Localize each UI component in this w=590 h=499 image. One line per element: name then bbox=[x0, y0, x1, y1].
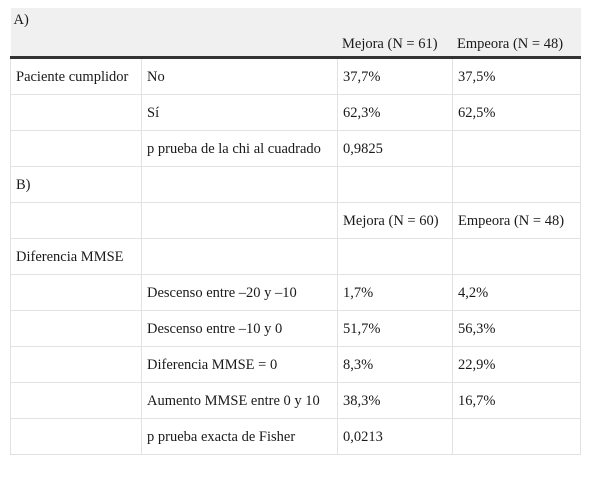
cell-mejora: 8,3% bbox=[337, 346, 453, 383]
row-group-label: Diferencia MMSE bbox=[10, 238, 142, 275]
row-group-label bbox=[10, 94, 142, 131]
cell-empeora: 37,5% bbox=[452, 57, 581, 95]
cell-mejora: 0,9825 bbox=[337, 130, 453, 167]
table-row: Descenso entre –20 y –10 1,7% 4,2% bbox=[10, 274, 581, 311]
row-group-label bbox=[10, 346, 142, 383]
row-label: Sí bbox=[141, 94, 338, 131]
empty-cell bbox=[141, 166, 338, 203]
table-row: Descenso entre –10 y 0 51,7% 56,3% bbox=[10, 310, 581, 347]
cell-mejora: 62,3% bbox=[337, 94, 453, 131]
cell-empeora: 62,5% bbox=[452, 94, 581, 131]
row-label: No bbox=[141, 57, 338, 95]
empty-cell bbox=[141, 238, 338, 275]
empty-cell bbox=[452, 166, 581, 203]
empty-cell bbox=[452, 238, 581, 275]
results-table-container: A) Mejora (N = 61) Empeora (N = 48) Paci… bbox=[10, 8, 581, 455]
cell-empeora bbox=[452, 418, 581, 455]
row-label: Descenso entre –10 y 0 bbox=[141, 310, 338, 347]
table-row: Sí 62,3% 62,5% bbox=[10, 94, 581, 131]
table-row: p prueba exacta de Fisher 0,0213 bbox=[10, 418, 581, 455]
cell-mejora: 0,0213 bbox=[337, 418, 453, 455]
row-group-label bbox=[10, 418, 142, 455]
section-b-title-row: B) bbox=[10, 166, 581, 203]
cell-mejora: 38,3% bbox=[337, 382, 453, 419]
table-row: Paciente cumplidor No 37,7% 37,5% bbox=[10, 57, 581, 95]
row-label: Aumento MMSE entre 0 y 10 bbox=[141, 382, 338, 419]
section-b-header-row: Mejora (N = 60) Empeora (N = 48) bbox=[10, 202, 581, 239]
row-label: Descenso entre –20 y –10 bbox=[141, 274, 338, 311]
row-group-label: Paciente cumplidor bbox=[10, 57, 142, 95]
column-header-empeora: Empeora (N = 48) bbox=[452, 202, 581, 239]
empty-cell bbox=[141, 202, 338, 239]
cell-empeora: 16,7% bbox=[452, 382, 581, 419]
row-label: Diferencia MMSE = 0 bbox=[141, 346, 338, 383]
results-table: A) Mejora (N = 61) Empeora (N = 48) Paci… bbox=[10, 8, 581, 455]
header-empty-cell bbox=[141, 30, 339, 59]
section-a-label: A) bbox=[10, 8, 581, 30]
row-group-label bbox=[10, 310, 142, 347]
table-row: Diferencia MMSE = 0 8,3% 22,9% bbox=[10, 346, 581, 383]
row-group-label bbox=[10, 274, 142, 311]
row-group-label bbox=[10, 130, 142, 167]
cell-empeora: 4,2% bbox=[452, 274, 581, 311]
cell-mejora: 1,7% bbox=[337, 274, 453, 311]
empty-cell bbox=[10, 202, 142, 239]
cell-empeora: 56,3% bbox=[452, 310, 581, 347]
cell-mejora: 37,7% bbox=[337, 57, 453, 95]
section-b-label: B) bbox=[10, 166, 142, 203]
section-a-header-row: Mejora (N = 61) Empeora (N = 48) bbox=[10, 30, 581, 59]
cell-empeora bbox=[452, 130, 581, 167]
section-b-group-row: Diferencia MMSE bbox=[10, 238, 581, 275]
empty-cell bbox=[337, 166, 453, 203]
cell-mejora: 51,7% bbox=[337, 310, 453, 347]
cell-empeora: 22,9% bbox=[452, 346, 581, 383]
column-header-mejora: Mejora (N = 60) bbox=[337, 202, 453, 239]
column-header-mejora: Mejora (N = 61) bbox=[337, 30, 454, 59]
row-label: p prueba de la chi al cuadrado bbox=[141, 130, 338, 167]
column-header-empeora: Empeora (N = 48) bbox=[452, 30, 581, 59]
header-empty-cell bbox=[10, 30, 143, 59]
empty-cell bbox=[337, 238, 453, 275]
table-row: p prueba de la chi al cuadrado 0,9825 bbox=[10, 130, 581, 167]
section-a-title-row: A) bbox=[10, 8, 581, 30]
row-label: p prueba exacta de Fisher bbox=[141, 418, 338, 455]
table-row: Aumento MMSE entre 0 y 10 38,3% 16,7% bbox=[10, 382, 581, 419]
row-group-label bbox=[10, 382, 142, 419]
